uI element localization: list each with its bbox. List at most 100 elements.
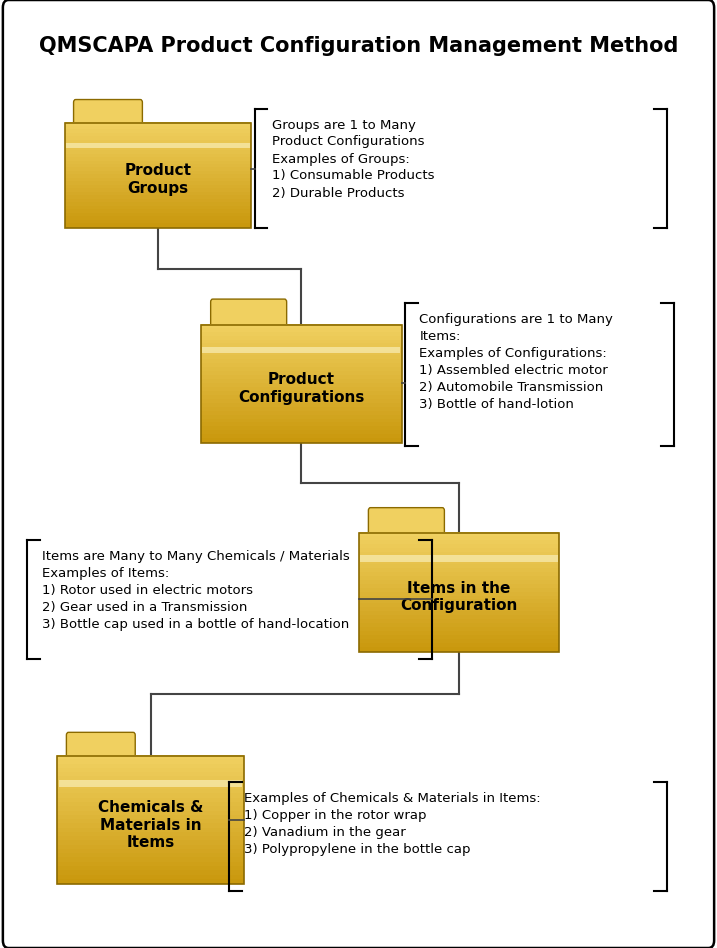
Bar: [57, 772, 244, 777]
Bar: [57, 870, 244, 876]
Bar: [57, 785, 244, 790]
Bar: [65, 123, 251, 228]
Bar: [358, 643, 559, 647]
Bar: [57, 798, 244, 803]
Text: Product
Configurations: Product Configurations: [238, 373, 364, 405]
Bar: [201, 414, 402, 419]
Bar: [57, 866, 244, 871]
Bar: [57, 789, 244, 794]
Bar: [358, 615, 559, 620]
Bar: [57, 802, 244, 807]
Bar: [57, 845, 244, 849]
Bar: [57, 793, 244, 798]
Bar: [57, 823, 244, 829]
Bar: [57, 764, 244, 769]
Text: Configurations are 1 to Many
Items:
Examples of Configurations:
1) Assembled ele: Configurations are 1 to Many Items: Exam…: [419, 313, 613, 410]
Bar: [65, 122, 251, 127]
Bar: [65, 195, 251, 200]
Bar: [201, 379, 402, 384]
Bar: [65, 157, 251, 161]
Bar: [57, 828, 244, 832]
Bar: [358, 572, 559, 576]
Bar: [358, 635, 559, 640]
Bar: [201, 339, 402, 344]
Bar: [65, 202, 251, 207]
Bar: [201, 348, 402, 353]
Bar: [201, 407, 402, 411]
Bar: [66, 142, 250, 148]
Bar: [201, 387, 402, 392]
Bar: [57, 781, 244, 786]
Bar: [65, 181, 251, 186]
Bar: [358, 580, 559, 585]
Bar: [358, 608, 559, 612]
Bar: [65, 189, 251, 192]
Bar: [358, 592, 559, 596]
Bar: [57, 879, 244, 884]
Bar: [358, 575, 559, 580]
Bar: [201, 332, 402, 337]
Bar: [65, 210, 251, 213]
Bar: [57, 840, 244, 846]
Bar: [360, 556, 558, 561]
Bar: [358, 604, 559, 609]
Bar: [358, 631, 559, 636]
Bar: [57, 806, 244, 811]
Text: Items are Many to Many Chemicals / Materials
Examples of Items:
1) Rotor used in: Items are Many to Many Chemicals / Mater…: [42, 550, 349, 630]
Bar: [358, 564, 559, 569]
Bar: [201, 410, 402, 415]
Bar: [57, 862, 244, 866]
Bar: [201, 328, 402, 333]
Bar: [201, 375, 402, 380]
Bar: [65, 168, 251, 172]
Bar: [65, 150, 251, 155]
Bar: [57, 755, 244, 760]
Bar: [201, 399, 402, 404]
Text: Groups are 1 to Many
Product Configurations
Examples of Groups:
1) Consumable Pr: Groups are 1 to Many Product Configurati…: [272, 118, 435, 199]
Text: Product
Groups: Product Groups: [124, 163, 191, 195]
Bar: [201, 363, 402, 368]
Bar: [65, 133, 251, 137]
Bar: [201, 427, 402, 431]
Bar: [65, 126, 251, 130]
Bar: [201, 324, 402, 329]
Bar: [201, 419, 402, 424]
Bar: [65, 216, 251, 221]
Bar: [65, 160, 251, 165]
Bar: [65, 137, 251, 140]
FancyBboxPatch shape: [369, 508, 445, 537]
Bar: [358, 628, 559, 632]
Bar: [358, 619, 559, 624]
Bar: [57, 857, 244, 863]
Bar: [65, 164, 251, 169]
Bar: [201, 383, 402, 388]
Bar: [201, 423, 402, 428]
FancyBboxPatch shape: [67, 732, 136, 758]
Bar: [65, 206, 251, 210]
Bar: [65, 174, 251, 179]
Bar: [57, 836, 244, 842]
Bar: [358, 552, 559, 557]
Bar: [57, 768, 244, 774]
Bar: [358, 639, 559, 644]
Bar: [201, 359, 402, 364]
Bar: [65, 143, 251, 148]
Bar: [358, 544, 559, 549]
Bar: [201, 343, 402, 349]
FancyBboxPatch shape: [3, 0, 714, 948]
Bar: [65, 178, 251, 182]
Bar: [201, 336, 402, 340]
Bar: [358, 623, 559, 628]
Bar: [201, 367, 402, 373]
Bar: [65, 154, 251, 158]
Bar: [57, 757, 244, 884]
Bar: [57, 849, 244, 854]
Text: Items in the
Configuration: Items in the Configuration: [400, 581, 518, 613]
Bar: [65, 171, 251, 175]
Bar: [358, 533, 559, 538]
Bar: [358, 556, 559, 561]
Bar: [201, 403, 402, 408]
Bar: [202, 347, 400, 354]
Text: Chemicals &
Materials in
Items: Chemicals & Materials in Items: [98, 800, 203, 850]
Bar: [358, 647, 559, 652]
